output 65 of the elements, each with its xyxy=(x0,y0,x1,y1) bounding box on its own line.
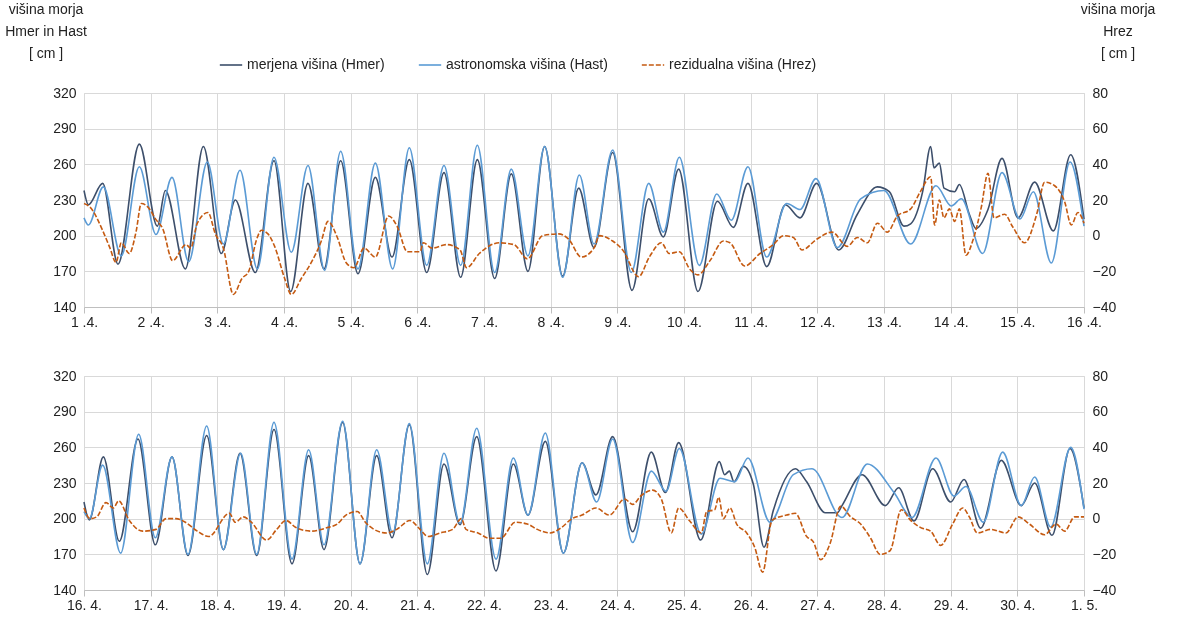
y2-tick-label: 0 xyxy=(1092,227,1101,244)
y2-tick-label: 20 xyxy=(1092,474,1109,491)
y2-tick-label: 40 xyxy=(1092,438,1109,455)
y2-tick-label: 0 xyxy=(1092,510,1101,527)
x-tick-label: 25. 4. xyxy=(666,596,703,613)
y2-tick-label: −20 xyxy=(1092,545,1117,562)
x-tick-label: 12 .4. xyxy=(800,313,836,330)
y2-tick-label: 80 xyxy=(1092,84,1109,101)
legend-label: astronomska višina (Hast) xyxy=(446,56,608,72)
x-tick-label: 18. 4. xyxy=(200,596,236,613)
x-tick-label: 23. 4. xyxy=(533,596,569,613)
x-tick-label: 16. 4. xyxy=(66,596,103,613)
x-tick-label: 10 .4. xyxy=(666,313,703,330)
y-tick-label: 230 xyxy=(53,474,77,491)
y2-axis-title: višina morja Hrez [ cm ] xyxy=(1080,1,1156,61)
x-tick-label: 20. 4. xyxy=(333,596,369,613)
y-tick-label: 290 xyxy=(53,403,77,420)
x-tick-label: 14 .4. xyxy=(933,313,969,330)
y-tick-label: 170 xyxy=(53,262,77,279)
x-tick-label: 2 .4. xyxy=(137,313,165,330)
x-tick-label: 27. 4. xyxy=(800,596,836,613)
y2-tick-label: −40 xyxy=(1092,298,1117,315)
y-tick-label: 320 xyxy=(53,84,77,101)
x-tick-label: 11 .4. xyxy=(734,313,769,330)
x-tick-label: 29. 4. xyxy=(933,596,969,613)
x-tick-label: 9 .4. xyxy=(604,313,632,330)
y-tick-label: 140 xyxy=(53,298,77,315)
x-tick-label: 28. 4. xyxy=(866,596,903,613)
x-tick-label: 8 .4. xyxy=(537,313,565,330)
y2-tick-label: 20 xyxy=(1092,191,1109,208)
legend-label: merjena višina (Hmer) xyxy=(247,56,385,72)
y-tick-label: 140 xyxy=(53,581,77,598)
x-tick-label: 17. 4. xyxy=(133,596,169,613)
x-tick-label: 15 .4. xyxy=(1000,313,1036,330)
y-tick-label: 200 xyxy=(53,510,77,527)
y2-tick-label: 60 xyxy=(1092,403,1109,420)
x-tick-label: 24. 4. xyxy=(600,596,636,613)
x-tick-label: 4 .4. xyxy=(270,313,299,330)
y2-tick-label: −20 xyxy=(1092,262,1117,279)
y-tick-label: 200 xyxy=(53,227,77,244)
x-tick-label: 22. 4. xyxy=(466,596,503,613)
y2-tick-label: −40 xyxy=(1092,581,1117,598)
y-tick-label: 170 xyxy=(53,545,77,562)
y-tick-label: 260 xyxy=(53,438,77,455)
x-tick-label: 13 .4. xyxy=(866,313,903,330)
x-tick-label: 21. 4. xyxy=(400,596,436,613)
y-tick-label: 230 xyxy=(53,191,77,208)
x-tick-label: 7 .4. xyxy=(470,313,499,330)
y-axis-title: višina morja Hmer in Hast [ cm ] xyxy=(5,1,87,61)
x-tick-label: 16 .4. xyxy=(1066,313,1103,330)
x-tick-label: 19. 4. xyxy=(266,596,303,613)
x-tick-label: 6 .4. xyxy=(404,313,432,330)
y2-tick-label: 40 xyxy=(1092,155,1109,172)
legend-label: rezidualna višina (Hrez) xyxy=(669,56,817,72)
y-tick-label: 320 xyxy=(53,367,77,384)
x-tick-label: 3 .4. xyxy=(204,313,232,330)
x-tick-label: 26. 4. xyxy=(733,596,769,613)
x-tick-label: 1. 5. xyxy=(1070,596,1099,613)
y-tick-label: 290 xyxy=(53,120,77,137)
y2-tick-label: 60 xyxy=(1092,120,1109,137)
x-tick-label: 5 .4. xyxy=(337,313,365,330)
y-tick-label: 260 xyxy=(53,155,77,172)
y2-tick-label: 80 xyxy=(1092,367,1109,384)
x-tick-label: 1 .4. xyxy=(70,313,99,330)
x-tick-label: 30. 4. xyxy=(1000,596,1036,613)
